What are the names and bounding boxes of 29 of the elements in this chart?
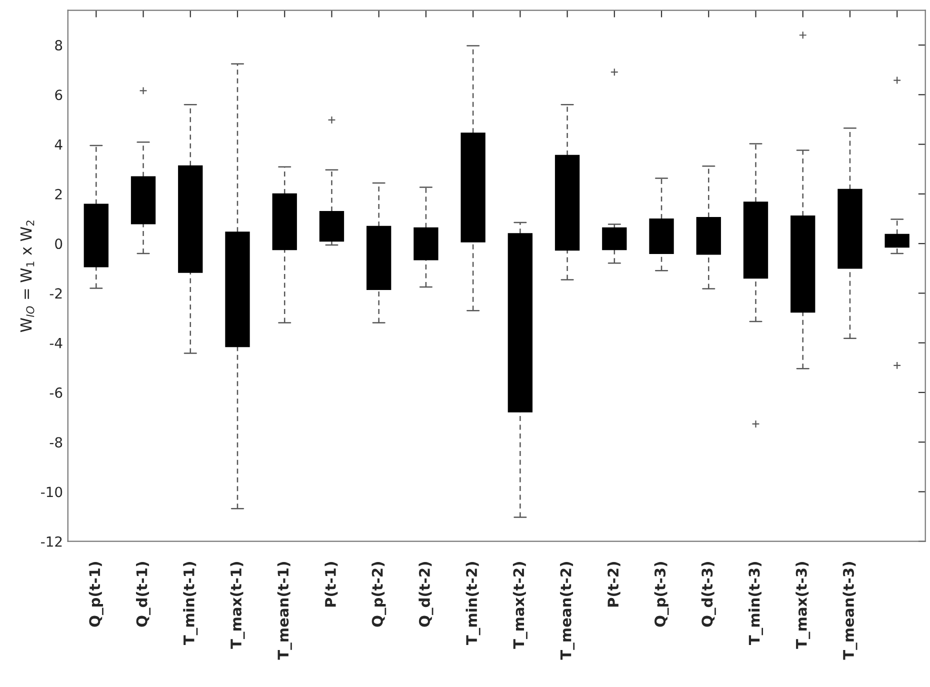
x-tick-label: T_mean(t-2) (560, 562, 575, 660)
y-tick-label: 2 (55, 188, 62, 200)
x-tick-label: T_max(t-3) (796, 562, 810, 649)
x-tick-label: T_max(t-1) (230, 562, 245, 649)
x-tick-label: T_min(t-3) (748, 562, 763, 646)
x-tick-label: T_mean(t-3) (842, 562, 858, 660)
y-tick-label: 8 (55, 40, 62, 51)
x-tick-label: Q_d(t-1) (136, 562, 151, 627)
y-axis-title: W$_{IO}$ = W$_{1}$ x W$_{2}$ (20, 220, 34, 332)
y-tick-label: 4 (54, 139, 62, 150)
x-tick-label: P(t-1) (324, 562, 338, 607)
x-tick-label: Q_p(t-1) (88, 562, 104, 627)
x-tick-label: Q_d(t-3) (701, 562, 716, 627)
x-tick-label: T_mean(t-1) (277, 562, 292, 660)
y-tick-label: 6 (55, 90, 62, 100)
y-tick-label: -4 (50, 338, 62, 348)
x-tick-label: Q_d(t-2) (418, 562, 434, 627)
y-tick-label: -6 (50, 387, 62, 398)
y-tick-label: 0 (55, 238, 62, 250)
y-tick-label: -2 (50, 288, 62, 298)
y-tick-label: -8 (50, 437, 62, 448)
x-tick-label: Q_p(t-3) (654, 562, 669, 627)
x-tick-label: T_max(t-2) (512, 562, 528, 649)
x-tick-label: P(t-2) (607, 562, 620, 607)
x-tick-label: T_min(t-2) (466, 562, 480, 646)
y-tick-label: -12 (41, 536, 62, 547)
x-tick-label: T_min(t-1) (183, 562, 198, 646)
y-tick-label: -10 (41, 486, 62, 498)
x-tick-label: Q_p(t-2) (372, 562, 386, 627)
